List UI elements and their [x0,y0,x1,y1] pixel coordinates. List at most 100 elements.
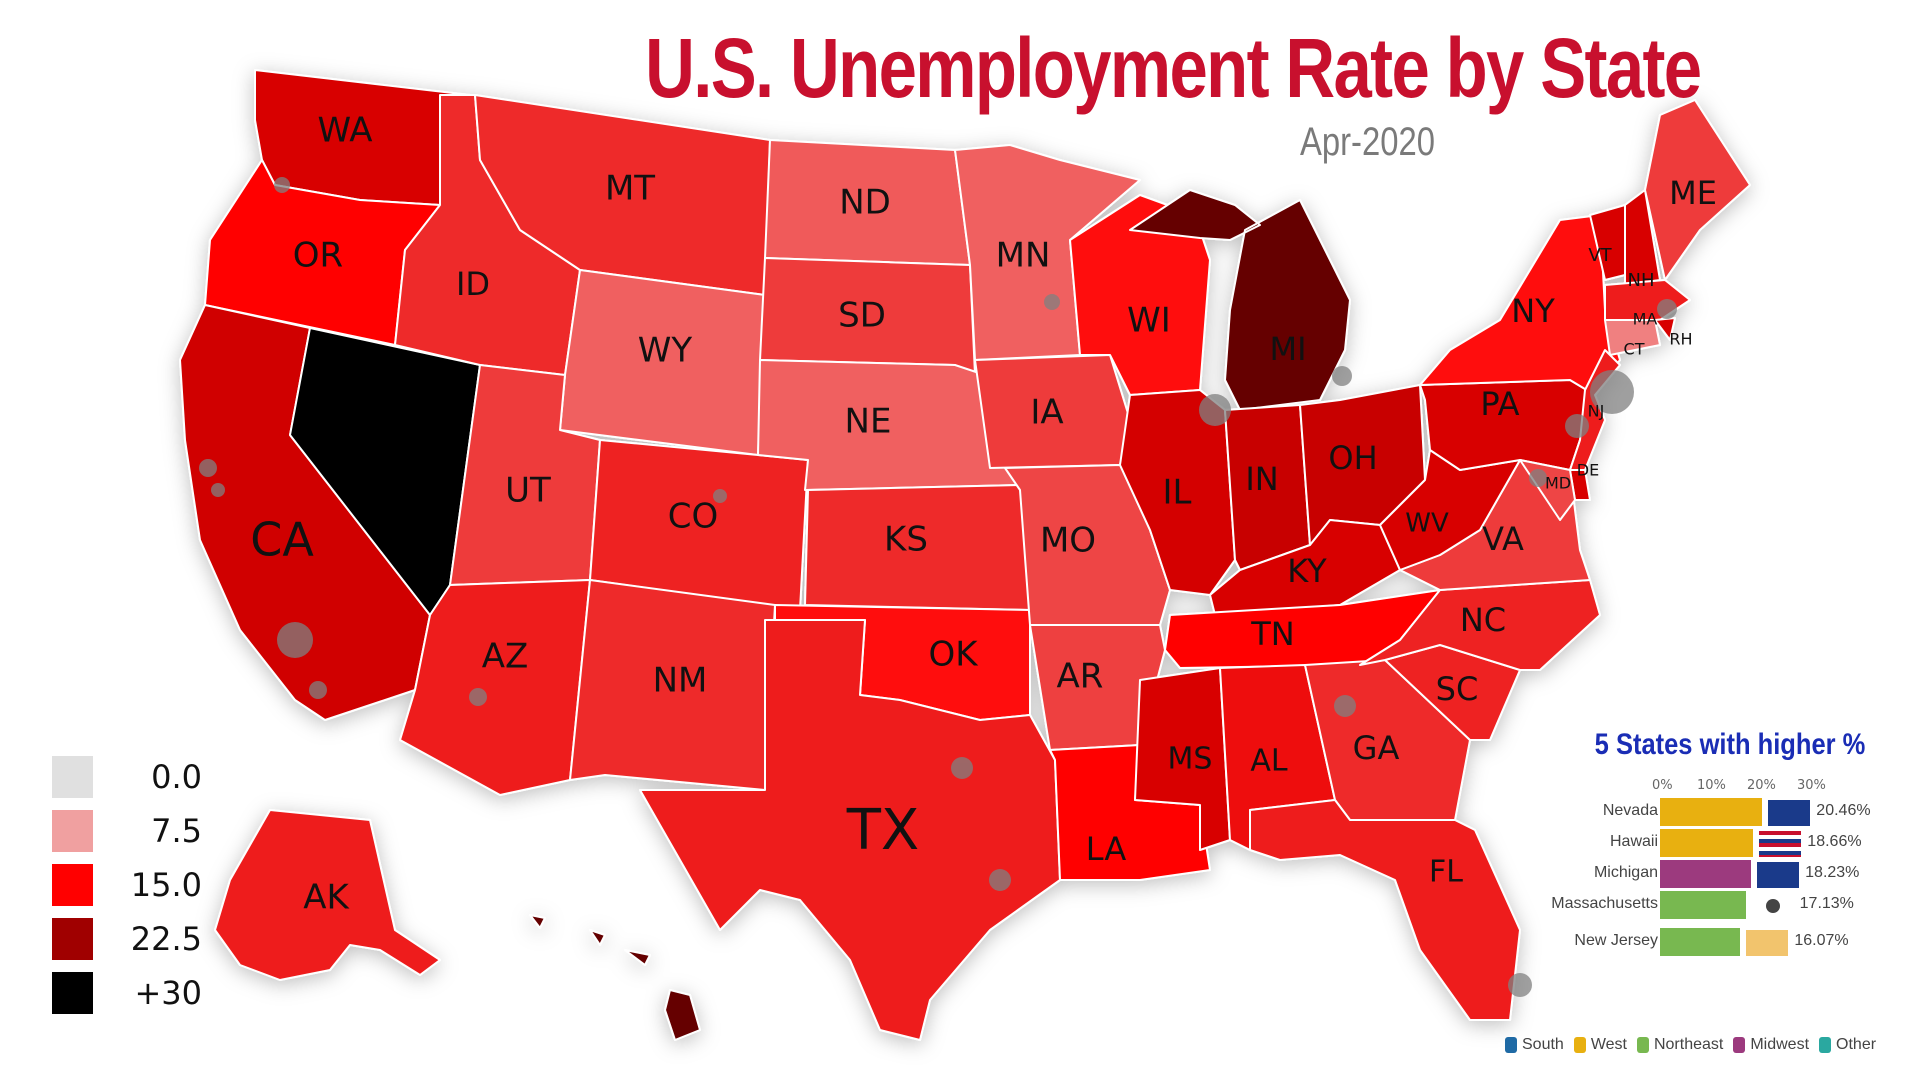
state-RH[interactable] [1654,317,1676,341]
legend-label: 0.0 [151,758,202,796]
ranking-bar [1660,798,1763,826]
state-TX[interactable] [639,619,1061,1041]
label-UT: UT [505,471,551,511]
ranking-title: 5 States with higher % [1594,728,1866,761]
label-MS: MS [1168,742,1213,777]
label-KY: KY [1287,552,1327,590]
label-MD: MD [1545,474,1571,493]
city-dot [1508,973,1532,997]
axis-tick: 10% [1697,778,1726,793]
region-swatch [1636,1037,1649,1053]
region-label: Other [1836,1036,1877,1053]
city-dot [713,489,727,503]
state-AK[interactable] [214,809,441,981]
ranking-bar [1660,860,1752,888]
label-IL: IL [1163,473,1192,513]
city-dot [469,688,487,706]
region-label: West [1590,1036,1627,1053]
label-AL: AL [1250,744,1288,779]
city-dot [1199,394,1231,426]
state-HI[interactable] [529,914,701,1041]
top-states-panel: 5 States with higher % 0% 10% 20% 30% Ne… [1540,728,1920,998]
region-swatch [1505,1037,1517,1053]
city-dot [1657,299,1677,319]
legend-row: 0.0 [52,750,202,804]
legend-row: 15.0 [52,858,202,912]
state-flag-icon [1765,899,1780,913]
label-RH: RH [1669,330,1692,349]
label-ND: ND [839,183,891,223]
state-CO[interactable] [589,439,809,611]
city-dot [1332,366,1352,386]
label-CA: CA [250,513,314,567]
ranking-value: 18.66% [1807,833,1862,850]
label-WI: WI [1127,301,1171,341]
city-dot [277,622,313,658]
legend-label: +30 [134,974,202,1012]
legend-swatch [52,972,94,1014]
label-AR: AR [1057,657,1104,697]
ranking-bar [1660,928,1741,956]
axis-tick: 30% [1797,778,1826,793]
region-item: Midwest [1733,1036,1809,1054]
state-flag-icon [1768,800,1811,826]
label-DE: DE [1577,461,1599,480]
label-WA: WA [317,111,372,151]
legend-label: 22.5 [130,920,202,958]
city-dot [1334,695,1356,717]
color-legend: 0.0 7.5 15.0 22.5 +30 [52,750,202,1020]
region-item: Other [1819,1036,1876,1054]
state-FL[interactable] [1249,799,1521,1021]
ranking-row: New Jersey 16.07% [1540,928,1920,958]
ranking-value: 16.07% [1794,932,1849,949]
region-item: South [1505,1036,1564,1054]
legend-swatch [52,810,94,852]
label-MO: MO [1040,521,1096,561]
axis-tick: 0% [1652,778,1673,793]
label-AK: AK [303,878,350,918]
label-VA: VA [1482,520,1524,558]
region-swatch [1573,1037,1586,1053]
city-dot [211,483,225,497]
city-dot [1590,370,1634,414]
label-WY: WY [638,331,693,371]
legend-label: 7.5 [151,812,202,850]
region-item: Northeast [1636,1036,1723,1054]
ranking-value: 20.46% [1816,802,1871,819]
state-NM[interactable] [569,579,776,791]
label-SC: SC [1436,670,1479,708]
ranking-value: 18.23% [1805,864,1860,881]
ranking-row: Massachusetts 17.13% [1540,891,1920,921]
city-dot [274,177,290,193]
state-MI[interactable] [1129,189,1351,411]
label-MA: MA [1633,310,1658,329]
label-NH: NH [1628,270,1655,291]
legend-row: 7.5 [52,804,202,858]
state-flag-icon [1759,831,1802,857]
state-NC[interactable] [1359,579,1601,671]
label-TN: TN [1250,615,1294,653]
label-NE: NE [845,402,892,442]
label-VT: VT [1588,245,1612,266]
label-ID: ID [456,265,490,303]
label-NJ: NJ [1588,402,1605,421]
label-OK: OK [928,635,979,675]
state-CT[interactable] [1604,319,1661,356]
label-SD: SD [838,296,886,336]
state-WY[interactable] [559,269,766,456]
legend-row: +30 [52,966,202,1020]
label-OR: OR [293,236,343,276]
ranking-state-name: Nevada [1602,802,1658,819]
label-LA: LA [1086,830,1127,868]
label-MN: MN [996,236,1051,276]
ranking-value: 17.13% [1799,895,1854,912]
label-NC: NC [1460,601,1506,639]
ranking-state-name: New Jersey [1574,932,1658,949]
city-dot [989,869,1011,891]
label-NY: NY [1511,292,1555,330]
ranking-row: Hawaii 18.66% [1540,829,1920,859]
region-item: West [1573,1036,1627,1054]
label-FL: FL [1429,855,1463,890]
label-IA: IA [1030,393,1063,433]
